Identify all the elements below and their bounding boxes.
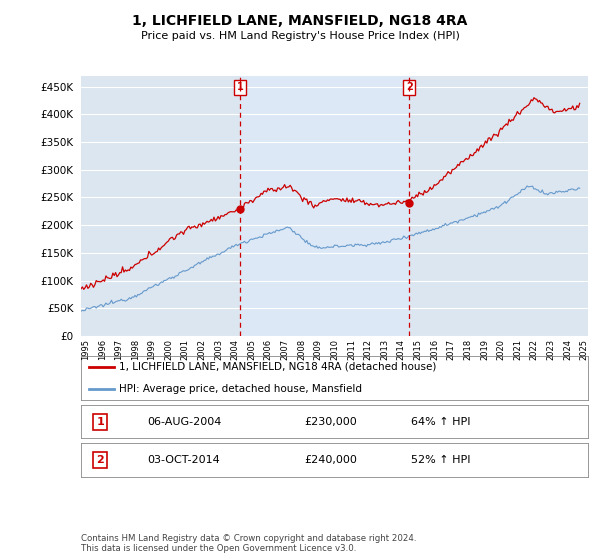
Text: 1996: 1996 bbox=[98, 339, 107, 360]
Text: 2000: 2000 bbox=[164, 339, 173, 360]
Text: 1: 1 bbox=[97, 417, 104, 427]
Text: 2001: 2001 bbox=[181, 339, 190, 360]
Text: 1997: 1997 bbox=[114, 339, 123, 360]
Text: 2010: 2010 bbox=[331, 339, 340, 360]
Text: 2: 2 bbox=[97, 455, 104, 465]
Text: 2022: 2022 bbox=[530, 339, 539, 360]
Text: 2004: 2004 bbox=[230, 339, 239, 360]
Text: 2003: 2003 bbox=[214, 339, 223, 360]
Text: 06-AUG-2004: 06-AUG-2004 bbox=[147, 417, 221, 427]
Text: 1995: 1995 bbox=[81, 339, 90, 360]
Text: 2025: 2025 bbox=[580, 339, 589, 360]
Text: 64% ↑ HPI: 64% ↑ HPI bbox=[410, 417, 470, 427]
Text: 2012: 2012 bbox=[364, 339, 373, 360]
Text: 2013: 2013 bbox=[380, 339, 389, 360]
Text: £240,000: £240,000 bbox=[304, 455, 357, 465]
Text: 2019: 2019 bbox=[480, 339, 489, 360]
Text: 2005: 2005 bbox=[247, 339, 256, 360]
Text: 2018: 2018 bbox=[463, 339, 472, 360]
Text: HPI: Average price, detached house, Mansfield: HPI: Average price, detached house, Mans… bbox=[119, 384, 362, 394]
Text: Contains HM Land Registry data © Crown copyright and database right 2024.
This d: Contains HM Land Registry data © Crown c… bbox=[81, 534, 416, 553]
Text: 2014: 2014 bbox=[397, 339, 406, 360]
Text: 2009: 2009 bbox=[314, 339, 323, 360]
Text: 2020: 2020 bbox=[497, 339, 506, 360]
Text: 2: 2 bbox=[406, 82, 413, 92]
Text: 1, LICHFIELD LANE, MANSFIELD, NG18 4RA (detached house): 1, LICHFIELD LANE, MANSFIELD, NG18 4RA (… bbox=[119, 362, 436, 372]
Text: 2006: 2006 bbox=[264, 339, 273, 360]
Text: £230,000: £230,000 bbox=[304, 417, 357, 427]
Text: 1: 1 bbox=[237, 82, 244, 92]
Text: 2015: 2015 bbox=[413, 339, 422, 360]
Text: 2008: 2008 bbox=[297, 339, 306, 360]
Text: 2021: 2021 bbox=[513, 339, 522, 360]
Text: 2024: 2024 bbox=[563, 339, 572, 360]
Text: 1, LICHFIELD LANE, MANSFIELD, NG18 4RA: 1, LICHFIELD LANE, MANSFIELD, NG18 4RA bbox=[133, 14, 467, 28]
Text: 2016: 2016 bbox=[430, 339, 439, 360]
Text: 03-OCT-2014: 03-OCT-2014 bbox=[147, 455, 220, 465]
Text: 52% ↑ HPI: 52% ↑ HPI bbox=[410, 455, 470, 465]
Text: Price paid vs. HM Land Registry's House Price Index (HPI): Price paid vs. HM Land Registry's House … bbox=[140, 31, 460, 41]
Bar bbox=[240, 76, 409, 336]
Text: 2023: 2023 bbox=[547, 339, 556, 360]
Text: 2002: 2002 bbox=[197, 339, 206, 360]
Text: 1999: 1999 bbox=[148, 339, 157, 360]
Text: 2017: 2017 bbox=[447, 339, 456, 360]
Text: 2007: 2007 bbox=[280, 339, 289, 360]
Text: 1998: 1998 bbox=[131, 339, 140, 360]
Text: 2011: 2011 bbox=[347, 339, 356, 360]
